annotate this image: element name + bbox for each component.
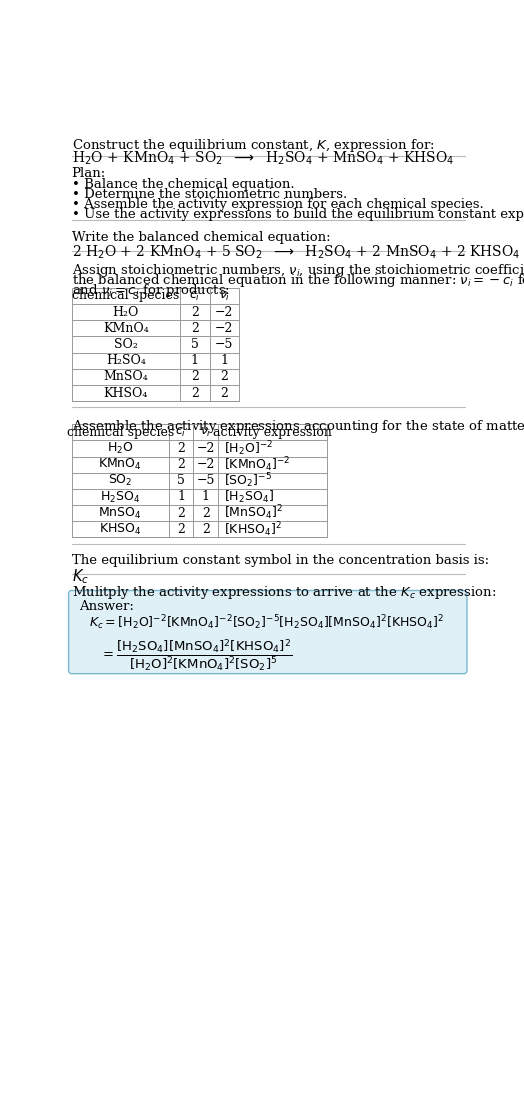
Text: $c_i$: $c_i$ <box>189 289 201 302</box>
Text: $[\mathrm{KHSO_4}]^{2}$: $[\mathrm{KHSO_4}]^{2}$ <box>224 520 282 538</box>
Text: SO₂: SO₂ <box>114 338 138 351</box>
Text: 2: 2 <box>177 523 185 536</box>
Text: $\mathrm{SO_2}$: $\mathrm{SO_2}$ <box>108 473 133 489</box>
Text: 2: 2 <box>191 306 199 319</box>
Text: $K_c$: $K_c$ <box>72 567 89 586</box>
Text: • Balance the chemical equation.: • Balance the chemical equation. <box>72 178 294 191</box>
Text: KMnO₄: KMnO₄ <box>103 322 149 335</box>
Text: $K_c = [\mathrm{H_2O}]^{-2}[\mathrm{KMnO_4}]^{-2}[\mathrm{SO_2}]^{-5}[\mathrm{H_: $K_c = [\mathrm{H_2O}]^{-2}[\mathrm{KMnO… <box>89 613 444 632</box>
Text: 5: 5 <box>177 474 185 488</box>
Text: the balanced chemical equation in the following manner: $\nu_i = -c_i$ for react: the balanced chemical equation in the fo… <box>72 271 524 289</box>
Text: • Assemble the activity expression for each chemical species.: • Assemble the activity expression for e… <box>72 197 484 211</box>
Text: $\mathrm{H_2SO_4}$: $\mathrm{H_2SO_4}$ <box>100 490 140 504</box>
Text: $\mathrm{KHSO_4}$: $\mathrm{KHSO_4}$ <box>99 522 141 537</box>
Text: −5: −5 <box>196 474 215 488</box>
Text: −2: −2 <box>196 442 215 454</box>
Text: $\mathrm{KMnO_4}$: $\mathrm{KMnO_4}$ <box>98 457 142 472</box>
Text: H$_2$O + KMnO$_4$ + SO$_2$  $\longrightarrow$  H$_2$SO$_4$ + MnSO$_4$ + KHSO$_4$: H$_2$O + KMnO$_4$ + SO$_2$ $\longrightar… <box>72 150 454 168</box>
Text: 5: 5 <box>191 338 199 351</box>
Text: $[\mathrm{MnSO_4}]^{2}$: $[\mathrm{MnSO_4}]^{2}$ <box>224 504 283 523</box>
Text: The equilibrium constant symbol in the concentration basis is:: The equilibrium constant symbol in the c… <box>72 555 489 567</box>
Text: 2: 2 <box>202 506 210 520</box>
Text: 2: 2 <box>221 386 228 399</box>
Text: $\nu_i$: $\nu_i$ <box>200 426 212 439</box>
Text: −2: −2 <box>215 322 234 335</box>
Text: $[\mathrm{KMnO_4}]^{-2}$: $[\mathrm{KMnO_4}]^{-2}$ <box>224 456 291 474</box>
FancyBboxPatch shape <box>69 590 467 674</box>
Text: H₂O: H₂O <box>113 306 139 319</box>
Bar <box>72 288 239 401</box>
Text: MnSO₄: MnSO₄ <box>104 371 148 384</box>
Text: $[\mathrm{H_2SO_4}]$: $[\mathrm{H_2SO_4}]$ <box>224 489 275 505</box>
Text: 2 H$_2$O + 2 KMnO$_4$ + 5 SO$_2$  $\longrightarrow$  H$_2$SO$_4$ + 2 MnSO$_4$ + : 2 H$_2$O + 2 KMnO$_4$ + 5 SO$_2$ $\longr… <box>72 244 520 261</box>
Text: $\mathrm{H_2O}$: $\mathrm{H_2O}$ <box>107 441 134 456</box>
Text: $= \dfrac{[\mathrm{H_2SO_4}][\mathrm{MnSO_4}]^2[\mathrm{KHSO_4}]^2}{[\mathrm{H_2: $= \dfrac{[\mathrm{H_2SO_4}][\mathrm{MnS… <box>101 638 293 674</box>
Text: • Determine the stoichiometric numbers.: • Determine the stoichiometric numbers. <box>72 188 347 201</box>
Bar <box>72 425 326 537</box>
Text: $[\mathrm{H_2O}]^{-2}$: $[\mathrm{H_2O}]^{-2}$ <box>224 439 274 458</box>
Text: −2: −2 <box>215 306 234 319</box>
Text: Assemble the activity expressions accounting for the state of matter and $\nu_i$: Assemble the activity expressions accoun… <box>72 418 524 435</box>
Text: 2: 2 <box>191 371 199 384</box>
Text: 2: 2 <box>202 523 210 536</box>
Text: 2: 2 <box>177 442 185 454</box>
Text: −2: −2 <box>196 458 215 471</box>
Text: Write the balanced chemical equation:: Write the balanced chemical equation: <box>72 231 330 244</box>
Text: KHSO₄: KHSO₄ <box>104 386 148 399</box>
Text: $[\mathrm{SO_2}]^{-5}$: $[\mathrm{SO_2}]^{-5}$ <box>224 471 272 490</box>
Text: 2: 2 <box>221 371 228 384</box>
Text: H₂SO₄: H₂SO₄ <box>106 354 146 367</box>
Text: 2: 2 <box>177 458 185 471</box>
Text: $\nu_i$: $\nu_i$ <box>219 289 230 302</box>
Text: 1: 1 <box>221 354 228 367</box>
Text: activity expression: activity expression <box>213 426 332 439</box>
Text: Mulitply the activity expressions to arrive at the $K_c$ expression:: Mulitply the activity expressions to arr… <box>72 585 496 601</box>
Text: −5: −5 <box>215 338 234 351</box>
Text: 2: 2 <box>177 506 185 520</box>
Text: 2: 2 <box>191 386 199 399</box>
Text: chemical species: chemical species <box>67 426 174 439</box>
Text: Assign stoichiometric numbers, $\nu_i$, using the stoichiometric coefficients, $: Assign stoichiometric numbers, $\nu_i$, … <box>72 261 524 279</box>
Text: $c_i$: $c_i$ <box>176 426 187 439</box>
Text: 1: 1 <box>191 354 199 367</box>
Text: $\mathrm{MnSO_4}$: $\mathrm{MnSO_4}$ <box>99 505 142 521</box>
Text: chemical species: chemical species <box>72 289 180 302</box>
Text: and $\nu_i = c_i$ for products:: and $\nu_i = c_i$ for products: <box>72 281 230 299</box>
Text: Construct the equilibrium constant, $K$, expression for:: Construct the equilibrium constant, $K$,… <box>72 137 434 154</box>
Text: Plan:: Plan: <box>72 167 106 180</box>
Text: 2: 2 <box>191 322 199 335</box>
Text: 1: 1 <box>202 491 210 503</box>
Text: 1: 1 <box>177 491 185 503</box>
Text: Answer:: Answer: <box>80 600 134 613</box>
Text: • Use the activity expressions to build the equilibrium constant expression.: • Use the activity expressions to build … <box>72 207 524 221</box>
